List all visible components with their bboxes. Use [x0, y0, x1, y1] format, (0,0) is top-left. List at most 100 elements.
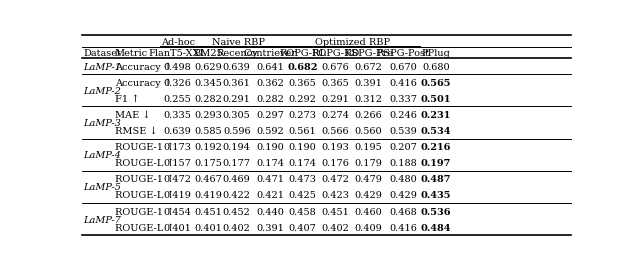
Text: Ad-hoc: Ad-hoc — [161, 38, 195, 47]
Text: 0.274: 0.274 — [321, 110, 349, 119]
Text: 0.174: 0.174 — [256, 158, 284, 168]
Text: RMSE ↓: RMSE ↓ — [115, 126, 157, 135]
Text: 0.472: 0.472 — [164, 175, 192, 184]
Text: 0.539: 0.539 — [389, 126, 417, 135]
Text: 0.190: 0.190 — [256, 142, 284, 152]
Text: LaMP-5: LaMP-5 — [83, 183, 122, 192]
Text: 0.468: 0.468 — [389, 207, 417, 216]
Text: 0.335: 0.335 — [164, 110, 191, 119]
Text: Naive RBP: Naive RBP — [212, 38, 266, 47]
Text: 0.391: 0.391 — [256, 223, 284, 232]
Text: MAE ↓: MAE ↓ — [115, 110, 150, 119]
Text: 0.409: 0.409 — [355, 223, 383, 232]
Text: 0.629: 0.629 — [194, 62, 222, 71]
Text: 0.592: 0.592 — [256, 126, 284, 135]
Text: 0.292: 0.292 — [289, 94, 317, 103]
Text: 0.312: 0.312 — [355, 94, 383, 103]
Text: 0.676: 0.676 — [321, 62, 349, 71]
Text: 0.361: 0.361 — [223, 78, 251, 87]
Text: 0.266: 0.266 — [355, 110, 383, 119]
Text: 0.174: 0.174 — [289, 158, 317, 168]
Text: 0.435: 0.435 — [421, 191, 451, 200]
Text: 0.534: 0.534 — [421, 126, 451, 135]
Text: 0.501: 0.501 — [421, 94, 451, 103]
Text: 0.255: 0.255 — [164, 94, 191, 103]
Text: 0.479: 0.479 — [355, 175, 383, 184]
Text: 0.345: 0.345 — [194, 78, 222, 87]
Text: 0.402: 0.402 — [223, 223, 251, 232]
Text: 0.207: 0.207 — [389, 142, 417, 152]
Text: 0.596: 0.596 — [223, 126, 250, 135]
Text: 0.452: 0.452 — [223, 207, 251, 216]
Text: 0.216: 0.216 — [421, 142, 451, 152]
Text: ROPG-RL: ROPG-RL — [279, 49, 326, 58]
Text: 0.362: 0.362 — [256, 78, 284, 87]
Text: 0.425: 0.425 — [289, 191, 317, 200]
Text: ROUGE-1 ↑: ROUGE-1 ↑ — [115, 175, 174, 184]
Text: 0.473: 0.473 — [289, 175, 317, 184]
Text: PPlug: PPlug — [422, 49, 451, 58]
Text: 0.471: 0.471 — [256, 175, 284, 184]
Text: 0.487: 0.487 — [421, 175, 451, 184]
Text: LaMP-7: LaMP-7 — [83, 215, 122, 224]
Text: 0.469: 0.469 — [223, 175, 251, 184]
Text: 0.188: 0.188 — [389, 158, 417, 168]
Text: 0.173: 0.173 — [164, 142, 192, 152]
Text: 0.639: 0.639 — [164, 126, 191, 135]
Text: 0.365: 0.365 — [289, 78, 317, 87]
Text: 0.293: 0.293 — [194, 110, 222, 119]
Text: 0.297: 0.297 — [256, 110, 284, 119]
Text: 0.401: 0.401 — [194, 223, 222, 232]
Text: 0.460: 0.460 — [355, 207, 383, 216]
Text: RSPG-Pre: RSPG-Pre — [344, 49, 393, 58]
Text: RSPG-Post: RSPG-Post — [376, 49, 429, 58]
Text: ROUGE-1 ↑: ROUGE-1 ↑ — [115, 142, 174, 152]
Text: 0.566: 0.566 — [322, 126, 349, 135]
Text: 0.305: 0.305 — [223, 110, 251, 119]
Text: 0.326: 0.326 — [164, 78, 191, 87]
Text: ROUGE-L ↑: ROUGE-L ↑ — [115, 191, 174, 200]
Text: 0.190: 0.190 — [289, 142, 317, 152]
Text: 0.440: 0.440 — [256, 207, 284, 216]
Text: Recency: Recency — [216, 49, 257, 58]
Text: 0.193: 0.193 — [321, 142, 349, 152]
Text: 0.177: 0.177 — [223, 158, 251, 168]
Text: 0.429: 0.429 — [389, 191, 417, 200]
Text: 0.231: 0.231 — [421, 110, 451, 119]
Text: 0.423: 0.423 — [321, 191, 349, 200]
Text: LaMP-4: LaMP-4 — [83, 151, 122, 160]
Text: 0.454: 0.454 — [164, 207, 191, 216]
Text: 0.416: 0.416 — [389, 223, 417, 232]
Text: 0.451: 0.451 — [194, 207, 222, 216]
Text: 0.484: 0.484 — [421, 223, 451, 232]
Text: F1 ↑: F1 ↑ — [115, 94, 139, 103]
Text: Contriever: Contriever — [243, 49, 296, 58]
Text: 0.421: 0.421 — [256, 191, 284, 200]
Text: 0.401: 0.401 — [164, 223, 191, 232]
Text: 0.365: 0.365 — [321, 78, 349, 87]
Text: 0.176: 0.176 — [321, 158, 349, 168]
Text: 0.291: 0.291 — [223, 94, 251, 103]
Text: ROPG-KD: ROPG-KD — [311, 49, 360, 58]
Text: 0.157: 0.157 — [164, 158, 191, 168]
Text: 0.197: 0.197 — [421, 158, 451, 168]
Text: Optimized RBP: Optimized RBP — [316, 38, 390, 47]
Text: LaMP-1: LaMP-1 — [83, 62, 122, 71]
Text: 0.467: 0.467 — [194, 175, 222, 184]
Text: 0.639: 0.639 — [223, 62, 251, 71]
Text: 0.472: 0.472 — [321, 175, 349, 184]
Text: BM25: BM25 — [193, 49, 223, 58]
Text: 0.560: 0.560 — [355, 126, 383, 135]
Text: Accuracy ↑: Accuracy ↑ — [115, 62, 172, 72]
Text: 0.680: 0.680 — [422, 62, 450, 71]
Text: 0.179: 0.179 — [355, 158, 383, 168]
Text: 0.536: 0.536 — [421, 207, 451, 216]
Text: 0.422: 0.422 — [223, 191, 251, 200]
Text: 0.195: 0.195 — [355, 142, 383, 152]
Text: 0.192: 0.192 — [194, 142, 222, 152]
Text: Metric: Metric — [115, 49, 148, 58]
Text: 0.585: 0.585 — [194, 126, 222, 135]
Text: LaMP-3: LaMP-3 — [83, 119, 122, 128]
Text: ROUGE-1 ↑: ROUGE-1 ↑ — [115, 207, 174, 216]
Text: 0.565: 0.565 — [421, 78, 451, 87]
